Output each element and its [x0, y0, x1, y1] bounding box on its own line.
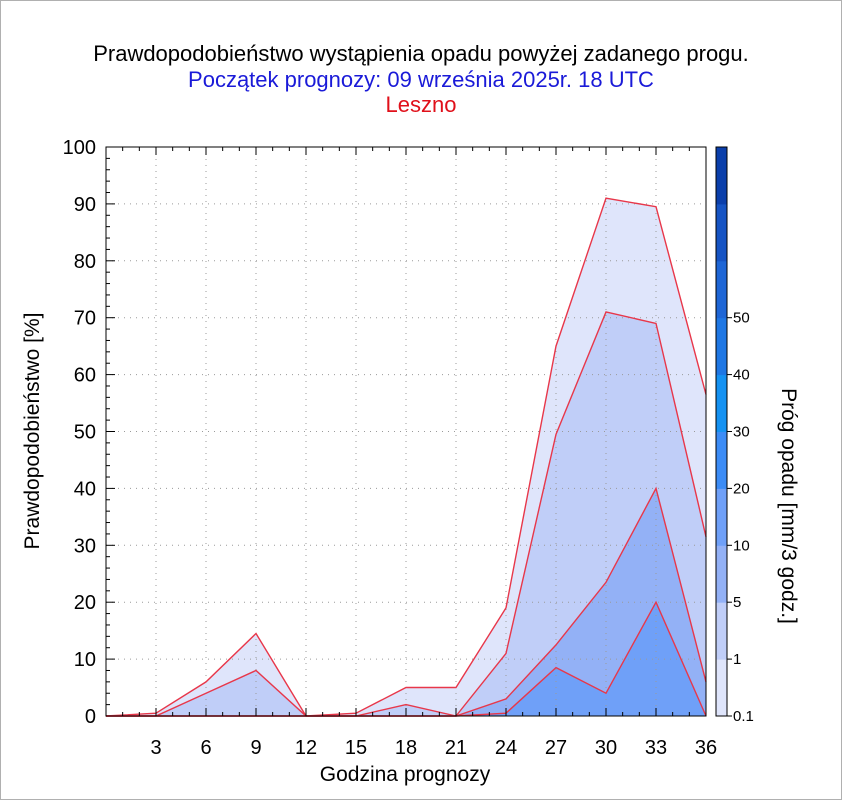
colorbar-segment: [716, 659, 727, 717]
location-label: Leszno: [385, 92, 457, 117]
y-tick-label: 10: [74, 649, 96, 671]
colorbar-tick-label: 40: [733, 367, 750, 384]
series-line-1: [106, 311, 707, 717]
chart-title: Prawdopodobieństwo wystąpienia opadu pow…: [93, 41, 749, 66]
x-axis-label: Godzina prognozy: [320, 763, 491, 786]
colorbar-tick-label: 1: [733, 651, 741, 668]
colorbar-segment: [716, 374, 727, 432]
y-tick-label: 80: [74, 251, 96, 273]
x-tick-label: 36: [695, 737, 717, 759]
y-tick-label: 100: [63, 137, 96, 159]
colorbar: 0.1 1 5 10 20 30 40 50: [715, 146, 754, 725]
colorbar-tick-label: 20: [733, 480, 750, 497]
colorbar-segment: [716, 260, 727, 319]
y-tick-label: 70: [74, 308, 96, 330]
x-tick-label: 21: [445, 737, 467, 759]
x-tick-label: 18: [395, 737, 417, 759]
y-tick-label: 90: [74, 194, 96, 216]
y-tick-label: 60: [74, 365, 96, 387]
colorbar-tick-label: 10: [733, 537, 750, 554]
colorbar-tick-label: 50: [733, 310, 750, 327]
x-tick-label: 12: [295, 737, 317, 759]
axes: 3 6 9 12 15 18 21 24 27 30 33 360102030405060708090…: [63, 137, 718, 759]
grid-lines: [106, 147, 706, 716]
y-axis-label: Prawdopodobieństwo [%]: [21, 313, 44, 550]
area-layers: [106, 198, 706, 716]
x-tick-label: 3: [150, 737, 161, 759]
x-tick-label: 9: [250, 737, 261, 759]
x-tick-label: 15: [345, 737, 367, 759]
series-line-0.1: [105, 197, 707, 717]
y-tick-label: 50: [74, 422, 96, 444]
axis-labels: Godzina prognozy Prawdopodobieństwo [%] …: [21, 313, 800, 786]
chart-subtitle: Początek prognozy: 09 września 2025r. 18…: [188, 67, 654, 92]
x-tick-label: 24: [495, 737, 517, 759]
x-tick-label: 33: [645, 737, 667, 759]
colorbar-segment: [716, 545, 727, 603]
colorbar-segment: [716, 431, 727, 489]
x-tick-label: 27: [545, 737, 567, 759]
colorbar-segment: [716, 602, 727, 660]
colorbar-tick-label: 30: [733, 424, 750, 441]
x-tick-label: 30: [595, 737, 617, 759]
y-tick-label: 30: [74, 535, 96, 557]
colorbar-segment: [716, 203, 727, 262]
colorbar-segment: [716, 317, 727, 376]
y-tick-label: 40: [74, 478, 96, 500]
colorbar-tick-label: 5: [733, 594, 741, 611]
colorbar-label: Próg opadu [mm/3 godz.]: [777, 388, 800, 624]
x-tick-label: 6: [200, 737, 211, 759]
colorbar-tick-label: 0.1: [733, 708, 754, 725]
y-tick-label: 0: [85, 706, 96, 728]
colorbar-segment: [716, 488, 727, 546]
colorbar-segment: [716, 147, 727, 205]
y-tick-label: 20: [74, 592, 96, 614]
